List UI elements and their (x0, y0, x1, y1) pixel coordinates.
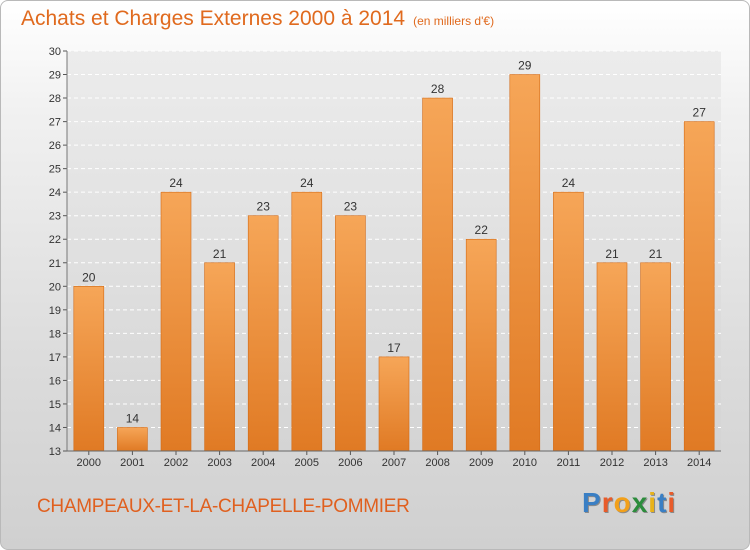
data-label-2014: 27 (693, 106, 707, 120)
y-tick-label: 23 (49, 211, 61, 223)
x-tick-label-2000: 2000 (77, 457, 101, 469)
bar-2012 (596, 262, 628, 452)
bar-2004 (247, 215, 279, 452)
y-tick-label: 21 (49, 258, 61, 270)
x-tick-label-2009: 2009 (469, 457, 493, 469)
data-label-2001: 14 (126, 411, 140, 425)
x-tick-label-2003: 2003 (207, 457, 231, 469)
data-label-2005: 24 (300, 176, 314, 190)
x-axis-ticks: 2000 2001 2002 2003 2004 2005 2006 2007 2008 2009… (77, 451, 711, 469)
x-tick-label-2001: 2001 (120, 457, 144, 469)
x-tick-label-2005: 2005 (295, 457, 319, 469)
proxiti-logo: Proxiti (582, 487, 677, 518)
y-tick-label: 24 (49, 187, 61, 199)
data-label-2004: 23 (257, 200, 271, 214)
data-label-2007: 17 (387, 341, 401, 355)
y-tick-label: 19 (49, 305, 61, 317)
y-tick-label: 25 (49, 164, 61, 176)
title-unit: (en milliers d'€) (413, 14, 495, 28)
y-tick-label: 27 (49, 117, 61, 129)
y-axis-ticks: 13 14 15 16 17 18 19 20 21 22 23 24 25 26 27 28 29 30 (49, 46, 68, 458)
y-tick-label: 13 (49, 446, 61, 458)
data-label-2011: 24 (562, 176, 576, 190)
bar-2007 (378, 356, 410, 452)
x-tick-label-2014: 2014 (687, 457, 711, 469)
commune-name: CHAMPEAUX-ET-LA-CHAPELLE-POMMIER (37, 496, 410, 517)
bar-2003 (204, 262, 235, 452)
data-label-2002: 24 (169, 176, 183, 190)
data-label-2012: 21 (605, 247, 619, 261)
x-tick-label-2011: 2011 (557, 457, 581, 469)
x-tick-label-2004: 2004 (251, 457, 275, 469)
bar-2008 (422, 97, 453, 452)
bar-2001 (117, 427, 148, 452)
y-tick-label: 20 (49, 281, 61, 293)
x-tick-label-2007: 2007 (382, 457, 406, 469)
data-labels: 20 14 24 21 23 24 23 17 28 22 29 24 21 21 27 (82, 59, 706, 426)
y-tick-label: 26 (49, 140, 61, 152)
x-tick-label-2006: 2006 (338, 457, 362, 469)
y-tick-label: 16 (49, 375, 61, 387)
bar-2002 (160, 191, 192, 452)
x-tick-label-2012: 2012 (600, 457, 624, 469)
bar-2005 (291, 191, 323, 452)
y-tick-label: 15 (49, 399, 61, 411)
y-tick-label: 14 (49, 422, 61, 434)
data-label-2008: 28 (431, 82, 445, 96)
bar-2014 (683, 121, 715, 452)
bar-2000 (73, 285, 105, 452)
bars (73, 74, 715, 452)
x-tick-label-2008: 2008 (425, 457, 449, 469)
y-tick-label: 22 (49, 234, 61, 246)
data-label-2006: 23 (344, 200, 358, 214)
y-tick-label: 28 (49, 93, 61, 105)
data-label-2010: 29 (518, 59, 532, 73)
data-label-2009: 22 (475, 223, 489, 237)
data-label-2003: 21 (213, 247, 227, 261)
title-text: Achats et Charges Externes 2000 à 2014 (21, 7, 406, 30)
y-tick-label: 18 (49, 328, 61, 340)
x-tick-label-2010: 2010 (513, 457, 537, 469)
bar-2006 (335, 215, 366, 452)
y-tick-label: 29 (49, 70, 61, 82)
bar-2013 (640, 262, 671, 452)
x-tick-label-2013: 2013 (643, 457, 667, 469)
data-label-2013: 21 (649, 247, 663, 261)
bar-2009 (465, 238, 497, 452)
bar-2010 (509, 74, 541, 452)
chart-title: Achats et Charges Externes 2000 à 2014 (e… (21, 7, 494, 31)
data-label-2000: 20 (82, 270, 96, 284)
x-tick-label-2002: 2002 (164, 457, 188, 469)
y-tick-label: 30 (49, 46, 61, 58)
bar-2011 (553, 191, 584, 452)
y-tick-label: 17 (49, 352, 61, 364)
